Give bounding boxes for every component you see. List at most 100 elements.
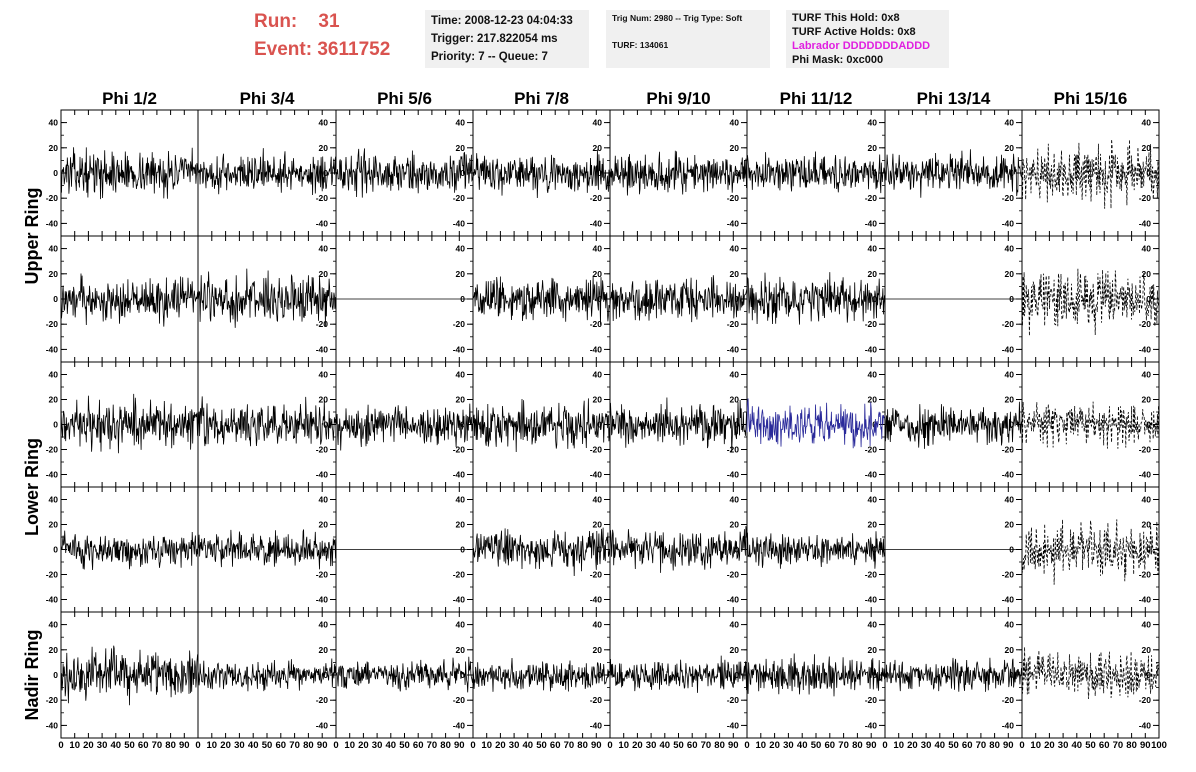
- y-tick-label: 40: [730, 244, 740, 254]
- y-tick-label: 0: [460, 670, 465, 680]
- y-tick-label: -20: [865, 193, 878, 203]
- x-tick-label: 30: [646, 740, 657, 751]
- x-tick-label: 50: [399, 740, 410, 751]
- turf-active-holds-text: TURF Active Holds: 0x8: [792, 26, 916, 38]
- column-header: Phi 5/6: [377, 89, 432, 108]
- y-tick-label: 0: [597, 168, 602, 178]
- x-tick-label: 50: [536, 740, 547, 751]
- x-tick-label: 20: [220, 740, 231, 751]
- y-tick-label: 40: [1142, 370, 1152, 380]
- waveform-trace: [335, 403, 474, 451]
- waveform-trace: [197, 148, 337, 196]
- time-text: Time: 2008-12-23 04:04:33: [431, 15, 573, 27]
- x-tick-label: 10: [69, 740, 80, 751]
- waveform-trace: [746, 151, 886, 194]
- y-tick-label: 20: [730, 143, 740, 153]
- y-tick-label: -20: [1139, 570, 1152, 580]
- x-tick-label: 80: [577, 740, 588, 751]
- y-tick-label: 20: [319, 143, 329, 153]
- y-tick-label: 40: [319, 118, 329, 128]
- y-tick-label: -40: [1139, 595, 1152, 605]
- y-tick-label: -20: [590, 445, 603, 455]
- y-tick-label: -20: [727, 319, 740, 329]
- x-tick-label: 0: [470, 740, 475, 751]
- row-header: Upper Ring: [22, 188, 42, 285]
- waveform-trace: [197, 268, 337, 328]
- waveform-trace: [884, 657, 1023, 692]
- y-tick-label: 20: [593, 645, 603, 655]
- y-tick-label: -40: [1002, 595, 1015, 605]
- waveform-trace: [609, 526, 748, 573]
- y-tick-label: 40: [49, 118, 59, 128]
- y-tick-label: -40: [316, 720, 329, 730]
- y-tick-label: -40: [1002, 218, 1015, 228]
- x-tick-label: 0: [58, 740, 63, 751]
- y-tick-label: -40: [453, 595, 466, 605]
- y-tick-label: 40: [319, 620, 329, 630]
- y-tick-label: -20: [453, 570, 466, 580]
- column-header: Phi 1/2: [102, 89, 157, 108]
- x-tick-label: 70: [701, 740, 712, 751]
- y-tick-label: 20: [1005, 143, 1015, 153]
- y-tick-label: 40: [868, 370, 878, 380]
- x-tick-label: 60: [687, 740, 698, 751]
- y-tick-label: -20: [1002, 193, 1015, 203]
- y-tick-label: 20: [868, 395, 878, 405]
- x-tick-label: 0: [744, 740, 749, 751]
- y-tick-label: -40: [1139, 344, 1152, 354]
- waveform-trace: [60, 273, 199, 327]
- y-tick-label: -40: [1002, 470, 1015, 480]
- y-tick-label: 40: [319, 370, 329, 380]
- y-tick-label: 40: [1142, 118, 1152, 128]
- y-tick-label: 20: [868, 143, 878, 153]
- y-tick-label: 40: [868, 118, 878, 128]
- event-value: 3611752: [317, 39, 391, 60]
- y-tick-label: -20: [46, 445, 59, 455]
- x-tick-label: 50: [262, 740, 273, 751]
- y-tick-label: 40: [730, 370, 740, 380]
- y-tick-label: 40: [1005, 118, 1015, 128]
- x-tick-label: 20: [358, 740, 369, 751]
- y-tick-label: 20: [456, 645, 466, 655]
- y-tick-label: -40: [453, 720, 466, 730]
- y-tick-label: -40: [1139, 218, 1152, 228]
- y-tick-label: 40: [1005, 495, 1015, 505]
- y-tick-label: -20: [46, 193, 59, 203]
- y-tick-label: -40: [46, 218, 59, 228]
- labrador-text: Labrador DDDDDDDADDD: [792, 40, 931, 52]
- event-label: Event:: [254, 39, 313, 60]
- y-tick-label: 20: [1142, 520, 1152, 530]
- y-tick-label: 20: [593, 269, 603, 279]
- x-tick-label: 40: [523, 740, 534, 751]
- y-tick-label: 0: [734, 670, 739, 680]
- y-tick-label: 20: [49, 645, 59, 655]
- x-tick-label: 60: [1099, 740, 1110, 751]
- x-tick-label: 70: [976, 740, 987, 751]
- y-tick-label: 40: [1005, 244, 1015, 254]
- x-tick-label: 90: [728, 740, 739, 751]
- x-tick-label: 10: [481, 740, 492, 751]
- x-tick-label: 70: [1113, 740, 1124, 751]
- waveform-trace: [60, 645, 199, 706]
- x-tick-label: 70: [289, 740, 300, 751]
- row-header: Nadir Ring: [22, 629, 42, 720]
- y-tick-label: 20: [730, 645, 740, 655]
- x-tick-label: 0: [882, 740, 887, 751]
- waveform-trace: [884, 401, 1023, 449]
- y-tick-label: 20: [319, 395, 329, 405]
- y-tick-label: -40: [727, 218, 740, 228]
- waveform-trace: [746, 653, 886, 697]
- y-tick-label: 40: [593, 495, 603, 505]
- column-header: Phi 3/4: [240, 89, 295, 108]
- y-tick-label: -20: [1002, 695, 1015, 705]
- waveform-trace: [472, 527, 611, 577]
